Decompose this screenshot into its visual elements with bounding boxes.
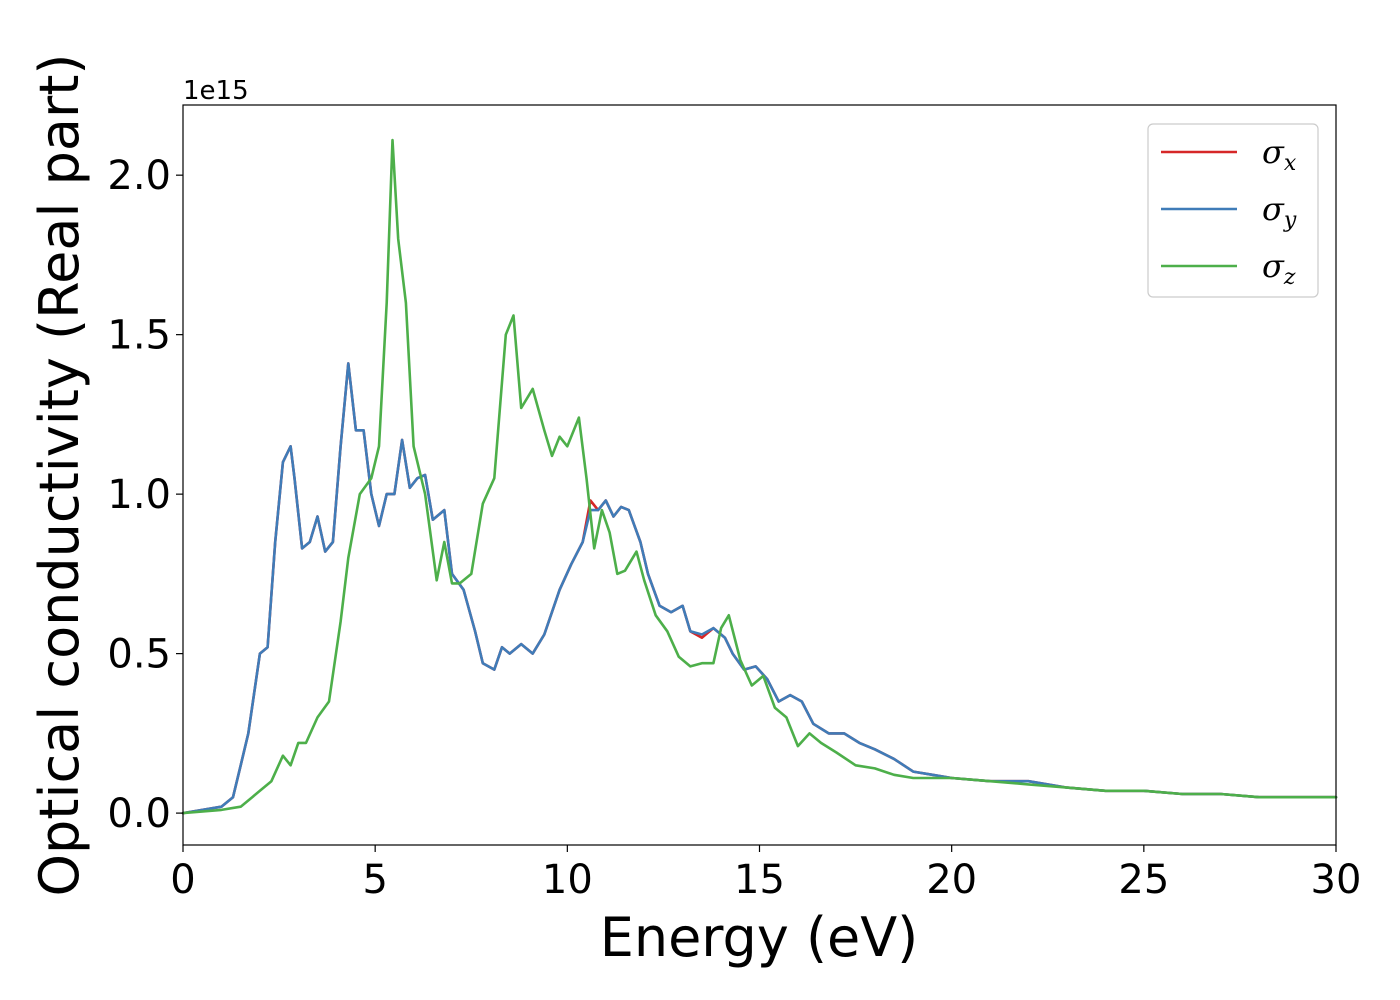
- x-tick-label: 25: [1118, 857, 1169, 903]
- y-axis-ticks: 0.0 0.5 1.0 1.5 2.0: [107, 153, 183, 837]
- series-line-y: [181, 362, 1338, 815]
- x-tick-label: 0: [170, 857, 195, 903]
- legend-label-y: σy: [1262, 190, 1297, 233]
- x-tick-label: 15: [734, 857, 785, 903]
- x-axis-label: Energy (eV): [600, 906, 919, 969]
- y-tick-label: 1.5: [107, 313, 171, 359]
- plot-lines: [181, 138, 1338, 815]
- x-tick-label: 20: [926, 857, 977, 903]
- y-tick-label: 0.0: [107, 791, 171, 837]
- legend-box: [1147, 123, 1319, 298]
- y-offset-text: 1e15: [183, 76, 249, 106]
- x-tick-label: 10: [542, 857, 593, 903]
- series-line-z: [181, 138, 1338, 815]
- y-tick-label: 1.0: [107, 472, 171, 518]
- x-tick-label: 30: [1311, 857, 1362, 903]
- legend-label-z: σz: [1262, 247, 1296, 290]
- x-axis-ticks: 0 5 10 15 20 25 30: [170, 845, 1361, 903]
- legend: σx σy σz: [1147, 123, 1319, 298]
- y-tick-label: 2.0: [107, 153, 171, 199]
- y-axis-label: Optical conductivity (Real part): [28, 54, 91, 897]
- legend-label-x: σx: [1262, 133, 1297, 176]
- y-tick-label: 0.5: [107, 632, 171, 678]
- x-tick-label: 5: [362, 857, 387, 903]
